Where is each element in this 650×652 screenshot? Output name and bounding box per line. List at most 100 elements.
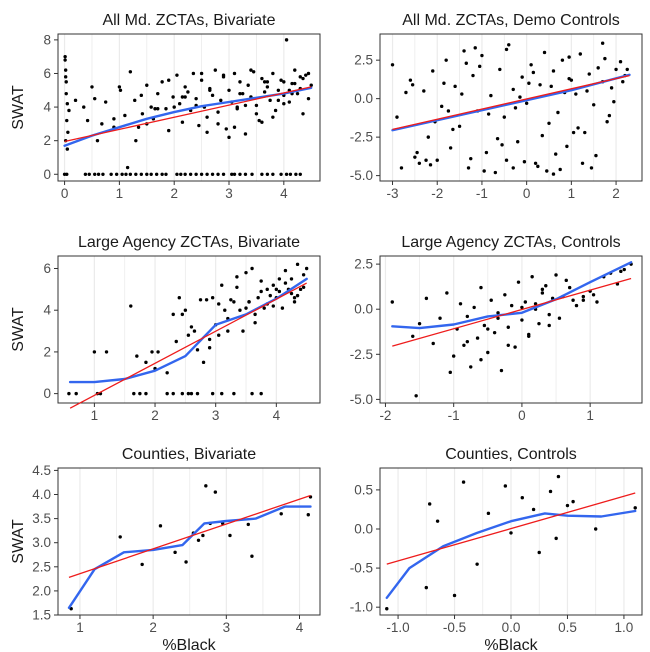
data-point [235, 275, 239, 279]
data-point [276, 98, 281, 103]
x-tick-label: 2 [612, 186, 620, 201]
data-point [156, 91, 160, 96]
data-point [565, 144, 569, 149]
data-point [506, 325, 510, 329]
data-point [104, 350, 109, 354]
zero-data-point [149, 172, 153, 176]
data-point [538, 83, 542, 87]
data-point [183, 95, 187, 99]
data-point [284, 38, 289, 42]
x-tick-label: 3 [223, 620, 231, 635]
zero-data-point [93, 172, 97, 176]
data-point [513, 345, 517, 349]
data-point [469, 365, 473, 369]
y-tick-label: 6 [43, 66, 51, 81]
data-point [520, 75, 524, 79]
data-point [241, 329, 245, 333]
data-point [556, 110, 560, 115]
data-point [205, 130, 209, 134]
data-point [117, 85, 122, 89]
data-point [614, 67, 618, 72]
data-point [92, 350, 97, 354]
data-point [609, 86, 614, 90]
y-tick-label: 8 [43, 32, 51, 47]
data-point [564, 278, 568, 283]
data-point [254, 103, 259, 108]
panel-2: -5.0 -2.5 0.0 2.5 -3 -2 -1 0 1 2 All Md. ZCTAs, De… [350, 12, 643, 201]
zero-data-point [232, 391, 236, 396]
zero-data-point [250, 172, 254, 176]
data-point [298, 287, 303, 292]
data-point [271, 71, 275, 76]
y-tick-label: 1.5 [32, 608, 51, 623]
data-point [125, 165, 130, 170]
data-point [257, 118, 261, 123]
zero-data-point [165, 391, 169, 396]
zero-data-point [160, 172, 164, 176]
data-point [594, 153, 598, 158]
zero-data-point [288, 172, 293, 176]
data-point [453, 84, 457, 89]
data-point [201, 533, 205, 538]
data-point [260, 120, 264, 124]
data-point [537, 550, 541, 555]
y-tick-label: 3.0 [32, 535, 51, 550]
zero-data-point [220, 391, 224, 396]
data-point [133, 98, 137, 103]
data-point [537, 321, 541, 326]
y-axis-label: SWAT [10, 85, 27, 130]
data-point [93, 96, 97, 101]
linear-fit-line [68, 494, 311, 579]
data-point [64, 80, 68, 84]
zero-data-point [243, 172, 248, 176]
data-point [523, 300, 528, 304]
data-point [100, 122, 104, 126]
data-point [221, 73, 226, 77]
data-point [548, 489, 553, 494]
zero-data-point [230, 172, 234, 176]
data-point [238, 80, 242, 84]
linear-fit-line [69, 282, 307, 409]
data-point [428, 163, 433, 167]
zero-data-point [128, 172, 133, 176]
data-point [489, 93, 493, 98]
data-point [504, 47, 509, 52]
data-point [496, 311, 500, 315]
data-point [399, 166, 404, 170]
zero-data-point [132, 391, 136, 396]
data-point [473, 46, 477, 50]
data-point [452, 593, 457, 598]
data-point [177, 296, 181, 300]
data-point [554, 273, 558, 277]
panel-background [58, 468, 320, 615]
data-point [556, 474, 561, 479]
data-point [461, 480, 466, 484]
data-point [499, 368, 504, 373]
linear-fit-line [386, 492, 636, 565]
data-point [67, 108, 71, 113]
data-point [574, 92, 578, 96]
data-point [232, 125, 237, 129]
data-point [301, 285, 306, 289]
data-point [540, 133, 544, 138]
x-tick-label: -1.0 [386, 620, 409, 635]
data-point [531, 507, 536, 512]
data-point [227, 88, 231, 92]
zero-data-point [101, 172, 105, 176]
data-point [438, 316, 442, 320]
y-tick-label: 0 [43, 386, 51, 401]
data-point [558, 167, 562, 172]
panel-background [380, 34, 642, 181]
data-point [465, 314, 470, 319]
data-point [293, 68, 297, 72]
data-point [605, 120, 609, 124]
data-point [585, 89, 589, 93]
x-tick-label: 1 [76, 620, 84, 635]
data-point [204, 298, 209, 302]
data-point [413, 155, 417, 159]
data-point [502, 115, 506, 119]
data-point [213, 68, 218, 72]
data-point [90, 85, 94, 89]
data-point [244, 306, 248, 310]
y-tick-label: 0 [43, 167, 51, 182]
